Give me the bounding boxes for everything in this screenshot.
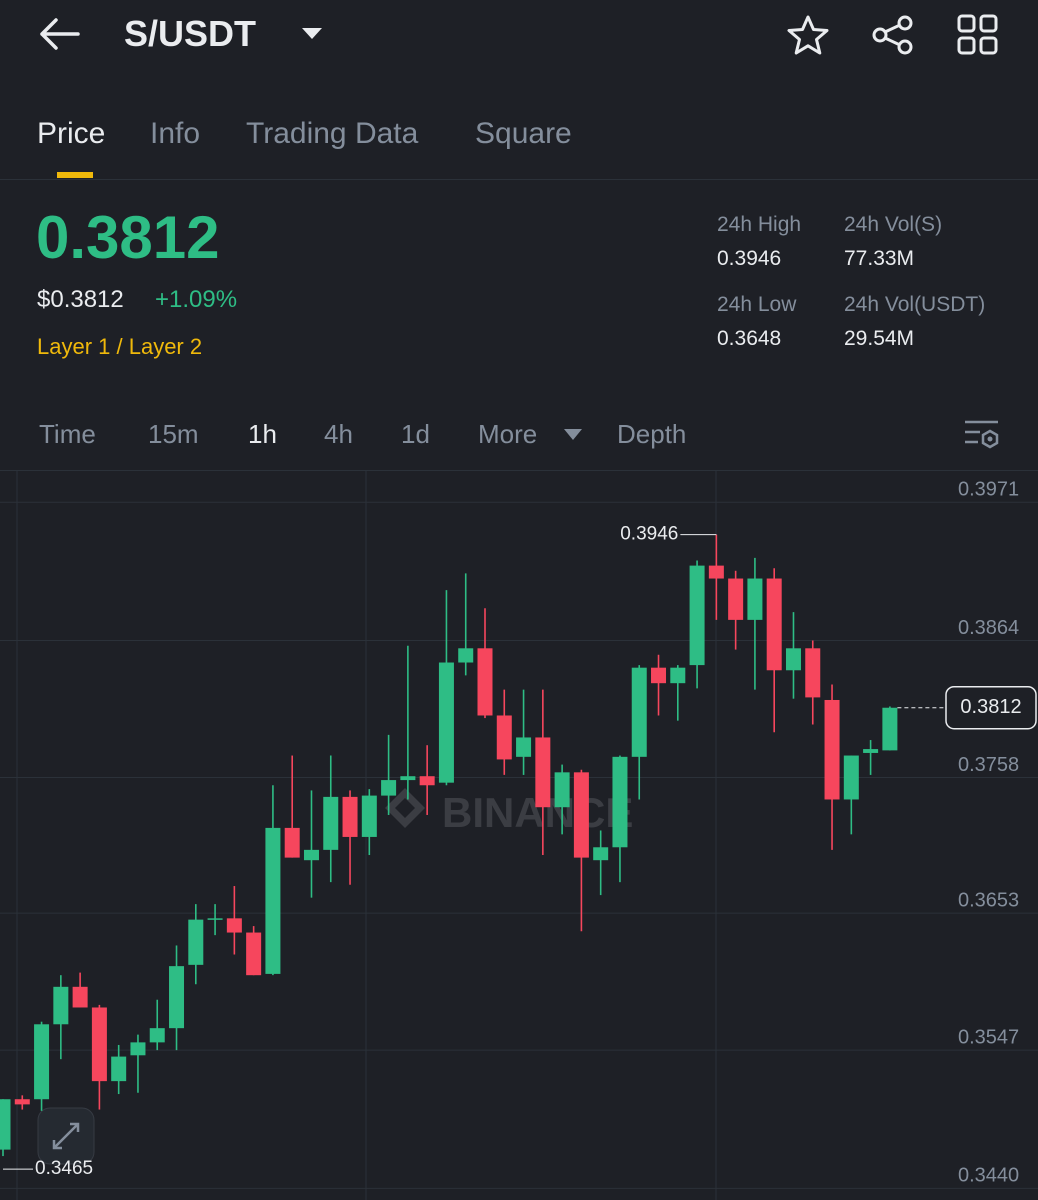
candle-body [747, 578, 763, 620]
pair-dropdown[interactable] [300, 26, 324, 42]
candle-body [631, 667, 647, 757]
candle-body [188, 919, 204, 965]
candle-body [72, 986, 88, 1008]
candle-body [612, 756, 628, 848]
candle-body [323, 796, 339, 850]
candle-body [381, 780, 397, 796]
stat-label: 24h Low [717, 293, 797, 316]
tab-active[interactable]: Price [37, 117, 106, 150]
candle-body [593, 847, 609, 861]
y-tick-label: 0.3758 [958, 754, 1019, 776]
last-price: 0.3812 [36, 204, 220, 271]
y-tick-label: 0.3864 [958, 617, 1019, 639]
tab[interactable]: Square [475, 117, 572, 150]
sector-tag[interactable]: Layer 1 / Layer 2 [37, 334, 203, 359]
stat-value: 0.3946 [717, 247, 782, 270]
candle-body [419, 776, 435, 786]
last-price-label: 0.3812 [960, 696, 1021, 718]
interval[interactable]: 4h [324, 419, 353, 449]
tab-indicator [57, 172, 93, 178]
candle-body [438, 662, 454, 783]
candle-body [651, 667, 667, 684]
candle-body [400, 776, 416, 781]
interval[interactable]: 1d [401, 419, 430, 449]
stat-value: 0.3648 [717, 327, 782, 350]
candle-body [458, 648, 474, 663]
stat-value: 29.54M [844, 327, 915, 350]
usd-price: $0.3812 [37, 286, 124, 313]
candle-body [766, 578, 782, 671]
candle-body [14, 1099, 30, 1105]
y-tick-label: 0.3547 [958, 1026, 1019, 1048]
stat-value: 77.33M [844, 247, 915, 270]
interval[interactable]: Time [39, 419, 96, 449]
candle-body [207, 918, 223, 920]
tab[interactable]: Trading Data [246, 117, 419, 150]
y-tick-label: 0.3653 [958, 889, 1019, 911]
candle-body [130, 1042, 146, 1056]
candle-body [785, 648, 801, 671]
y-tick-label: 0.3971 [958, 479, 1019, 501]
candle-body [573, 772, 589, 858]
stat-label: 24h Vol(USDT) [844, 293, 986, 316]
candle-body [554, 772, 570, 808]
candle-body [535, 737, 551, 808]
candle-body [284, 827, 300, 858]
price-change: +1.09% [155, 286, 238, 313]
candle-body [728, 578, 744, 620]
watermark: BINANCE [385, 788, 633, 836]
divider [0, 179, 1038, 180]
max-marker-label: 0.3946 [620, 524, 678, 545]
candle-body [53, 986, 69, 1025]
min-marker-label: 0.3465 [35, 1158, 93, 1179]
back-arrow[interactable] [38, 16, 80, 52]
share-icon[interactable] [870, 14, 916, 56]
candle-body [843, 755, 859, 800]
candle-body [34, 1024, 50, 1100]
candle-body [882, 707, 898, 751]
candle-body [496, 715, 512, 760]
candle-body [303, 849, 319, 861]
candle-body [805, 648, 821, 698]
candle-body [670, 667, 686, 684]
expand-button[interactable] [37, 1107, 95, 1165]
interval[interactable]: 15m [148, 419, 199, 449]
candle-body [516, 737, 532, 757]
last-price-box [945, 685, 1037, 730]
stat-label: 24h Vol(S) [844, 213, 943, 236]
candle-body [689, 565, 705, 666]
menu-grid-icon[interactable] [956, 14, 1000, 56]
candle-body [708, 565, 724, 579]
candle-body [0, 1099, 11, 1150]
candle-body [246, 932, 262, 976]
candle-body [863, 749, 879, 753]
candle-body [149, 1028, 165, 1043]
candle-body [824, 699, 840, 800]
interval[interactable]: More [478, 419, 538, 449]
stat-label: 24h High [717, 213, 802, 236]
candle-body [169, 966, 185, 1029]
candle-body [361, 795, 377, 837]
candle-body [342, 796, 358, 837]
favorite-icon[interactable] [786, 14, 830, 56]
interval[interactable]: Depth [617, 419, 687, 449]
interval-active[interactable]: 1h [248, 419, 277, 449]
candle-body [265, 827, 281, 974]
candle-body [91, 1007, 107, 1082]
candle-body [111, 1056, 127, 1082]
more-caret[interactable] [563, 428, 583, 442]
candlestick-chart: BINANCE 0.3971 0.3864 0.3758 0.3653 0.3547 0.… [0, 470, 1038, 1200]
tab[interactable]: Info [150, 117, 201, 150]
chart-settings-icon[interactable] [962, 418, 1002, 452]
y-tick-label: 0.3440 [958, 1165, 1019, 1187]
candle-body [226, 918, 242, 933]
candle-body [477, 648, 493, 716]
pair-title[interactable]: S/USDT [124, 13, 257, 54]
